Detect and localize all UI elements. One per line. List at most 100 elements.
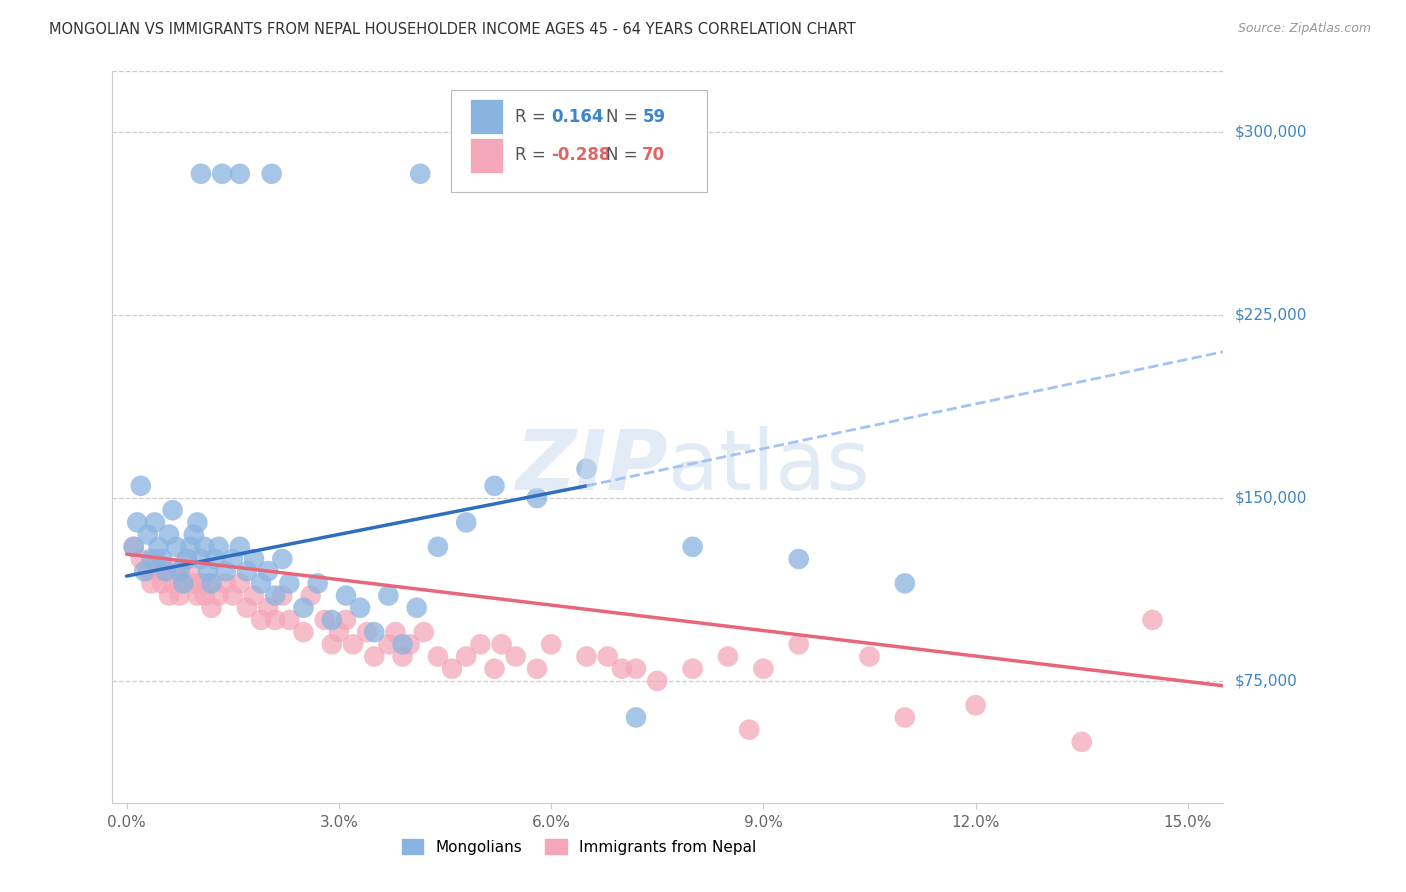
Text: R =: R = — [515, 108, 551, 126]
Point — [193, 540, 215, 554]
Point — [257, 600, 280, 615]
Point — [229, 540, 252, 554]
Point — [134, 564, 156, 578]
Point — [165, 564, 187, 578]
Point — [204, 552, 226, 566]
Point — [470, 637, 492, 651]
Point — [236, 564, 259, 578]
Point — [271, 589, 294, 603]
Point — [143, 552, 166, 566]
Point — [186, 516, 208, 530]
Text: $300,000: $300,000 — [1234, 125, 1306, 140]
Point — [426, 540, 449, 554]
Point — [122, 540, 145, 554]
Point — [278, 576, 301, 591]
Point — [186, 589, 208, 603]
Point — [157, 527, 180, 541]
Point — [207, 589, 229, 603]
FancyBboxPatch shape — [451, 90, 707, 192]
Point — [222, 589, 245, 603]
Point — [162, 503, 184, 517]
Point — [150, 576, 173, 591]
Point — [398, 637, 420, 651]
Point — [141, 576, 163, 591]
Point — [183, 527, 205, 541]
Point — [682, 662, 704, 676]
Point — [645, 673, 668, 688]
Point — [752, 662, 775, 676]
Point — [299, 589, 322, 603]
Point — [377, 637, 399, 651]
Point — [363, 625, 385, 640]
Point — [505, 649, 527, 664]
Point — [127, 516, 149, 530]
Point — [894, 710, 917, 724]
FancyBboxPatch shape — [470, 99, 503, 135]
Point — [292, 600, 315, 615]
Point — [162, 576, 184, 591]
Point — [229, 576, 252, 591]
Text: ZIP: ZIP — [515, 425, 668, 507]
Point — [610, 662, 633, 676]
Point — [377, 589, 399, 603]
Point — [624, 662, 647, 676]
Point — [136, 527, 159, 541]
Point — [787, 637, 810, 651]
Point — [129, 552, 152, 566]
Point — [150, 552, 173, 566]
Text: 59: 59 — [643, 108, 665, 126]
Point — [738, 723, 761, 737]
Point — [596, 649, 619, 664]
Point — [456, 516, 478, 530]
Point — [155, 564, 177, 578]
Point — [1142, 613, 1164, 627]
Text: $75,000: $75,000 — [1234, 673, 1298, 689]
Point — [858, 649, 880, 664]
Point — [190, 552, 212, 566]
Point — [157, 589, 180, 603]
Point — [356, 625, 378, 640]
Point — [526, 662, 548, 676]
Point — [257, 564, 280, 578]
Point — [215, 576, 238, 591]
Text: R =: R = — [515, 146, 551, 164]
Point — [526, 491, 548, 505]
Point — [141, 552, 163, 566]
Text: 0.164: 0.164 — [551, 108, 603, 126]
Point — [1070, 735, 1092, 749]
Point — [155, 564, 177, 578]
Point — [190, 167, 212, 181]
Point — [426, 649, 449, 664]
Point — [122, 540, 145, 554]
Point — [405, 600, 427, 615]
Point — [193, 589, 215, 603]
Point — [787, 552, 810, 566]
Point — [409, 167, 432, 181]
FancyBboxPatch shape — [470, 138, 503, 173]
Point — [342, 637, 364, 651]
Text: N =: N = — [606, 146, 643, 164]
Point — [540, 637, 562, 651]
Point — [250, 613, 273, 627]
Point — [179, 564, 201, 578]
Point — [250, 576, 273, 591]
Point — [165, 540, 187, 554]
Point — [278, 613, 301, 627]
Text: atlas: atlas — [668, 425, 869, 507]
Point — [335, 613, 357, 627]
Point — [143, 516, 166, 530]
Point — [384, 625, 406, 640]
Text: MONGOLIAN VS IMMIGRANTS FROM NEPAL HOUSEHOLDER INCOME AGES 45 - 64 YEARS CORRELA: MONGOLIAN VS IMMIGRANTS FROM NEPAL HOUSE… — [49, 22, 856, 37]
Point — [363, 649, 385, 664]
Point — [314, 613, 336, 627]
Point — [176, 552, 198, 566]
Point — [271, 552, 294, 566]
Text: 70: 70 — [643, 146, 665, 164]
Point — [484, 662, 506, 676]
Point — [169, 589, 191, 603]
Point — [243, 589, 266, 603]
Text: N =: N = — [606, 108, 643, 126]
Text: -0.288: -0.288 — [551, 146, 610, 164]
Legend: Mongolians, Immigrants from Nepal: Mongolians, Immigrants from Nepal — [396, 833, 762, 861]
Point — [129, 479, 152, 493]
